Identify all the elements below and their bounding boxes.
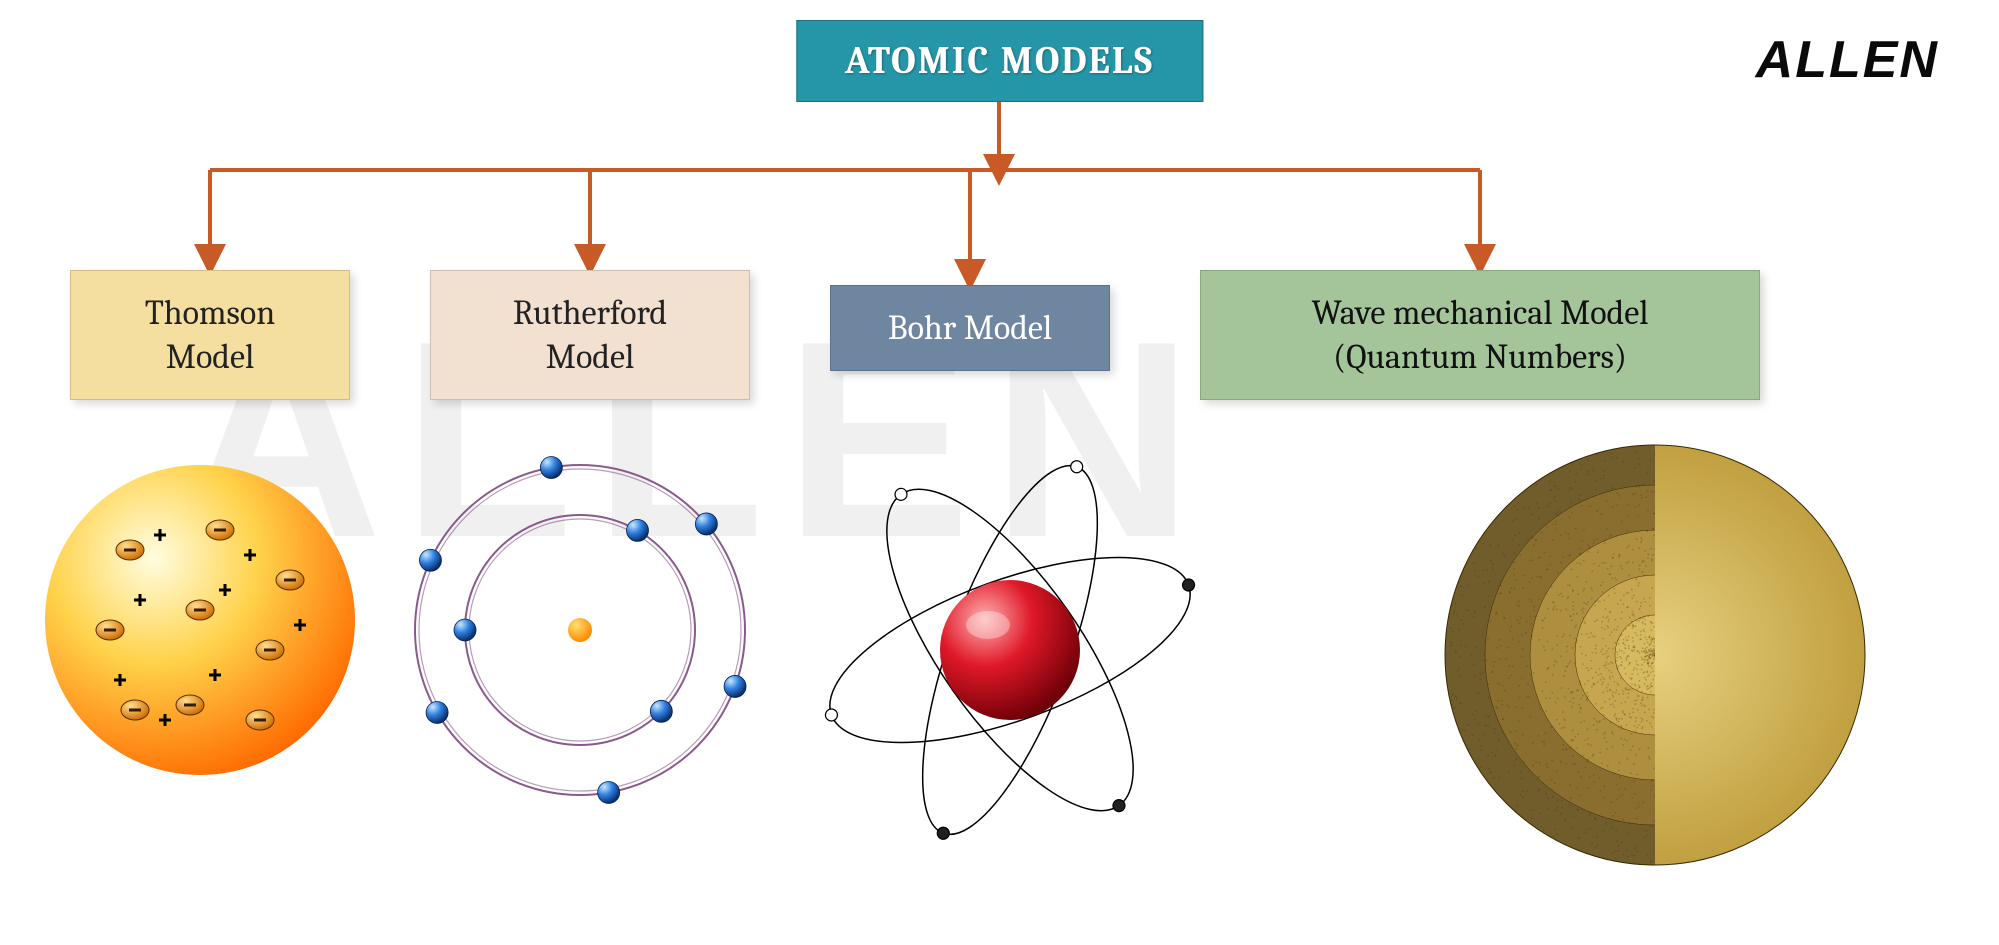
model-box-thomson: ThomsonModel: [70, 270, 350, 400]
model-box-rutherford: RutherfordModel: [430, 270, 750, 400]
quantum-model-illustration: [1440, 440, 1870, 870]
rutherford-model-illustration: [400, 450, 760, 810]
bohr-model-illustration: [800, 430, 1220, 870]
model-box-bohr: Bohr Model: [830, 285, 1110, 371]
brand-logo: ALLEN: [1756, 30, 1939, 90]
thomson-model-illustration: [40, 460, 360, 780]
model-box-quantum: Wave mechanical Model(Quantum Numbers): [1200, 270, 1760, 400]
diagram-title: ATOMIC MODELS: [796, 20, 1203, 102]
